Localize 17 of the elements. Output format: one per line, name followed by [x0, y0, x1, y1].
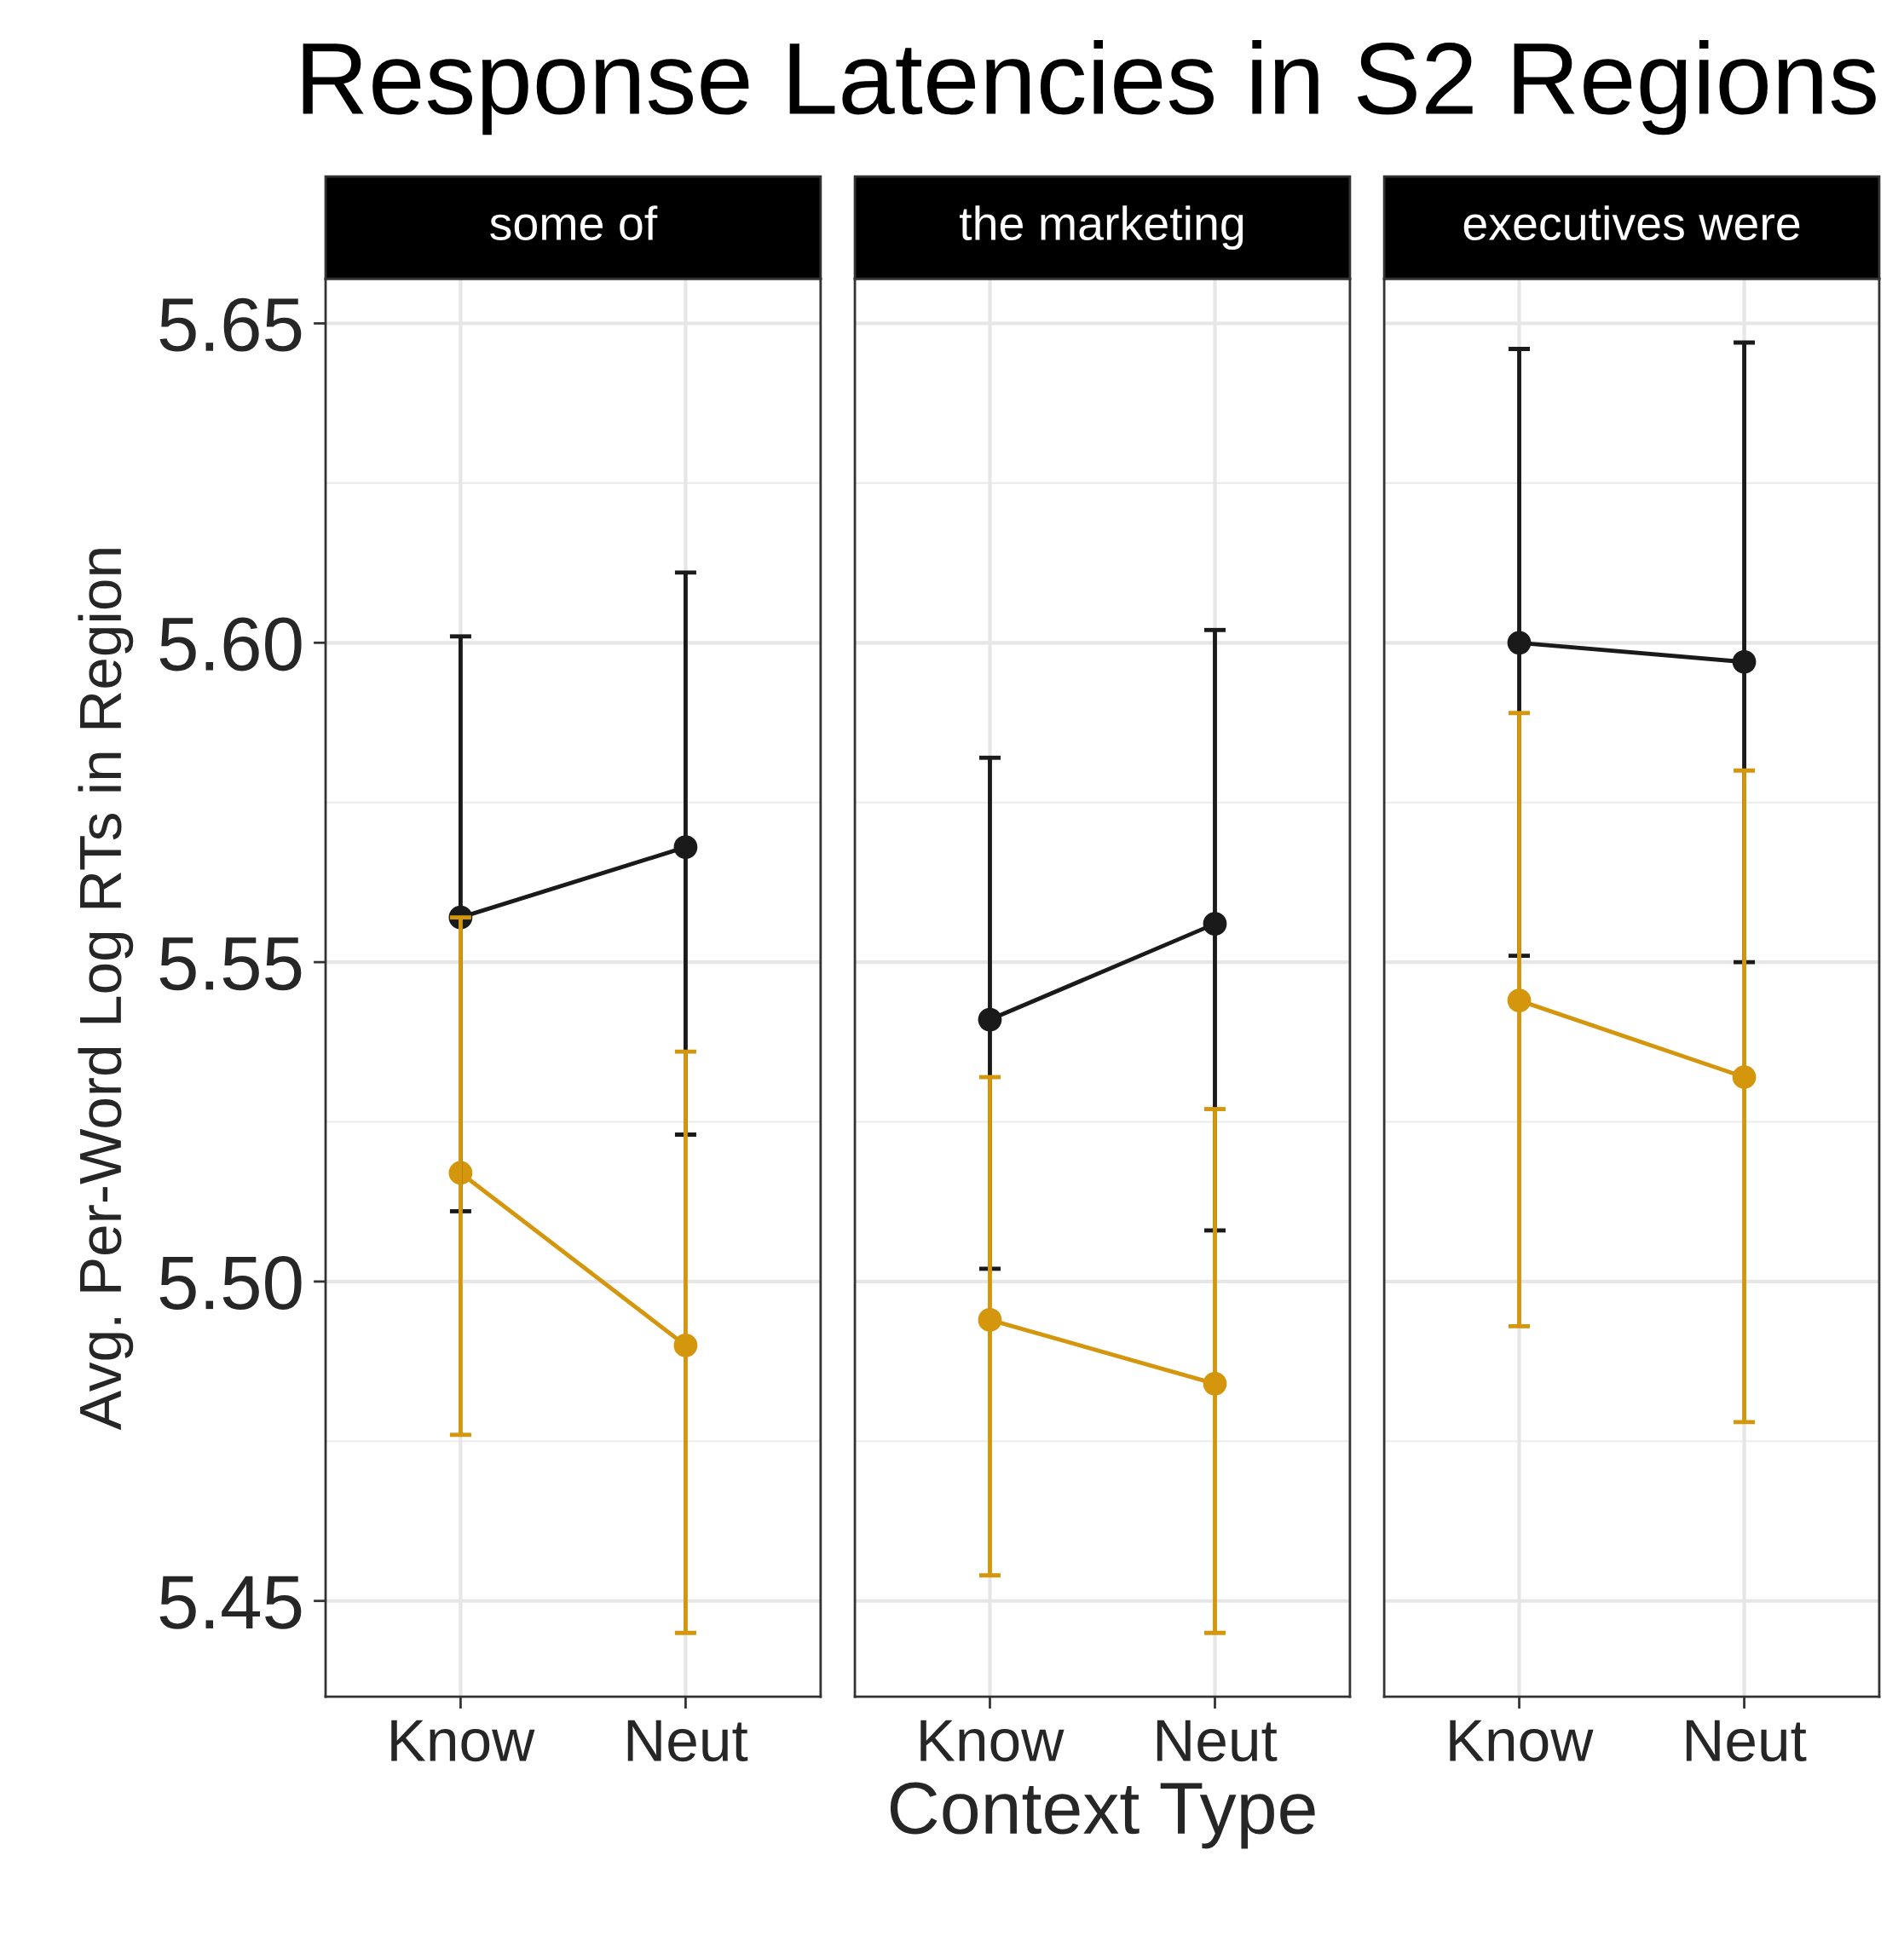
y-axis-title: Avg. Per-Word Log RTs in Region	[78, 549, 134, 1431]
y-tick-label: 5.60	[159, 617, 302, 671]
chart-subtitle: some of	[490, 205, 658, 241]
y-tick-label: 5.55	[159, 937, 302, 991]
chart-subtitle: executives were	[1463, 205, 1800, 241]
x-tick-label: Know	[1450, 1720, 1594, 1762]
y-tick-label: 5.50	[159, 1256, 302, 1310]
y-tick-label: 5.45	[159, 1576, 302, 1629]
text: Response Latencies in S2 Regions	[303, 39, 1876, 135]
x-tick-label: Neut	[627, 1720, 748, 1762]
y-tick-label: 5.65	[159, 297, 302, 352]
x-tick-label: Neut	[1686, 1720, 1807, 1762]
chart-subtitle: the marketing	[960, 205, 1243, 251]
x-tick-label: Neut	[1157, 1720, 1278, 1762]
x-tick-label: Know	[920, 1720, 1065, 1762]
x-axis-title: Context Type	[890, 1782, 1315, 1849]
x-tick-label: Know	[391, 1720, 535, 1762]
